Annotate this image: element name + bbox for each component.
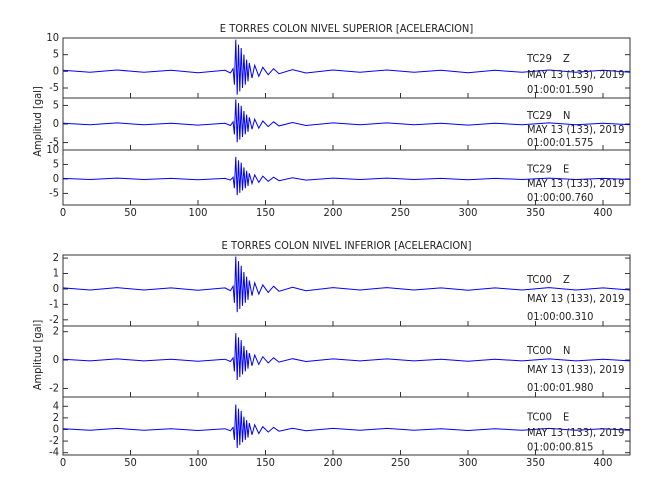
y-tick-label: 0 xyxy=(53,64,59,77)
y-tick-label: 0 xyxy=(53,172,59,185)
date-label: MAY 13 (133), 2019 xyxy=(527,363,624,376)
time-label: 01:00:01.590 xyxy=(527,83,593,96)
component-label: E xyxy=(563,162,569,175)
panel-frame xyxy=(62,149,631,206)
station-label: TC00 xyxy=(526,410,552,423)
station-label: TC00 xyxy=(526,273,552,286)
y-tick-label: -5 xyxy=(49,136,59,149)
waveform xyxy=(62,333,631,381)
component-label: Z xyxy=(563,52,570,65)
y-tick-label: 1 xyxy=(53,267,59,280)
y-tick-label: 0 xyxy=(53,422,59,435)
y-tick-label: -2 xyxy=(49,313,59,326)
time-label: 01:00:00.310 xyxy=(527,310,593,323)
y-tick-label: 10 xyxy=(46,143,59,156)
y-tick-label: -2 xyxy=(49,381,59,394)
station-label: TC29 xyxy=(526,109,552,122)
waveform xyxy=(62,99,631,143)
x-tick-label: 0 xyxy=(60,456,66,469)
time-label: 01:00:01.575 xyxy=(527,136,593,149)
date-label: MAY 13 (133), 2019 xyxy=(527,426,624,439)
y-tick-label: 2 xyxy=(53,251,59,264)
x-tick-label: 350 xyxy=(526,206,545,219)
station-label: TC00 xyxy=(526,344,552,357)
y-tick-label: -2 xyxy=(49,434,59,447)
y-tick-label: 2 xyxy=(53,325,59,338)
component-label: N xyxy=(563,109,570,122)
waveform xyxy=(62,39,631,95)
x-tick-label: 300 xyxy=(459,206,478,219)
x-tick-label: 200 xyxy=(324,456,343,469)
component-label: Z xyxy=(563,273,570,286)
time-label: 01:00:00.815 xyxy=(527,440,593,453)
x-tick-label: 200 xyxy=(324,206,343,219)
component-label: N xyxy=(563,344,570,357)
x-tick-label: 50 xyxy=(124,206,137,219)
y-tick-label: 0 xyxy=(53,353,59,366)
x-tick-label: 150 xyxy=(256,456,275,469)
chart-title: E TORRES COLON NIVEL INFERIOR [ACELERACI… xyxy=(222,239,472,252)
y-axis-label: Amplitud [gal] xyxy=(31,86,44,157)
x-tick-label: 150 xyxy=(256,206,275,219)
x-tick-label: 300 xyxy=(459,456,478,469)
x-tick-label: 100 xyxy=(189,456,208,469)
y-tick-label: 5 xyxy=(53,157,59,170)
y-tick-label: 5 xyxy=(53,98,59,111)
y-tick-label: 2 xyxy=(53,411,59,424)
x-tick-label: 400 xyxy=(594,456,613,469)
y-tick-label: -5 xyxy=(49,81,59,94)
component-label: E xyxy=(563,410,569,423)
waveform xyxy=(62,256,631,313)
y-tick-label: 0 xyxy=(53,282,59,295)
x-tick-label: 0 xyxy=(60,206,66,219)
panel-frame xyxy=(62,396,631,456)
x-tick-label: 350 xyxy=(526,456,545,469)
y-tick-label: -4 xyxy=(49,446,59,459)
y-tick-label: 10 xyxy=(46,31,59,44)
y-tick-label: 4 xyxy=(53,399,59,412)
station-label: TC29 xyxy=(526,52,552,65)
time-label: 01:00:00.760 xyxy=(527,191,593,204)
time-label: 01:00:01.980 xyxy=(527,381,593,394)
y-tick-label: 0 xyxy=(53,117,59,130)
y-tick-label: -5 xyxy=(49,186,59,199)
x-tick-label: 100 xyxy=(189,206,208,219)
y-axis-label: Amplitud [gal] xyxy=(31,320,44,391)
y-tick-label: 5 xyxy=(53,48,59,61)
x-tick-label: 50 xyxy=(124,456,137,469)
date-label: MAY 13 (133), 2019 xyxy=(527,123,624,136)
station-label: TC29 xyxy=(526,162,552,175)
x-tick-label: 250 xyxy=(391,206,410,219)
x-tick-label: 250 xyxy=(391,456,410,469)
y-tick-label: -1 xyxy=(49,297,59,310)
waveform xyxy=(62,156,631,196)
x-tick-label: 400 xyxy=(594,206,613,219)
waveform xyxy=(62,404,631,449)
date-label: MAY 13 (133), 2019 xyxy=(527,68,624,81)
date-label: MAY 13 (133), 2019 xyxy=(527,292,624,305)
date-label: MAY 13 (133), 2019 xyxy=(527,177,624,190)
chart-title: E TORRES COLON NIVEL SUPERIOR [ACELERACI… xyxy=(220,22,474,35)
